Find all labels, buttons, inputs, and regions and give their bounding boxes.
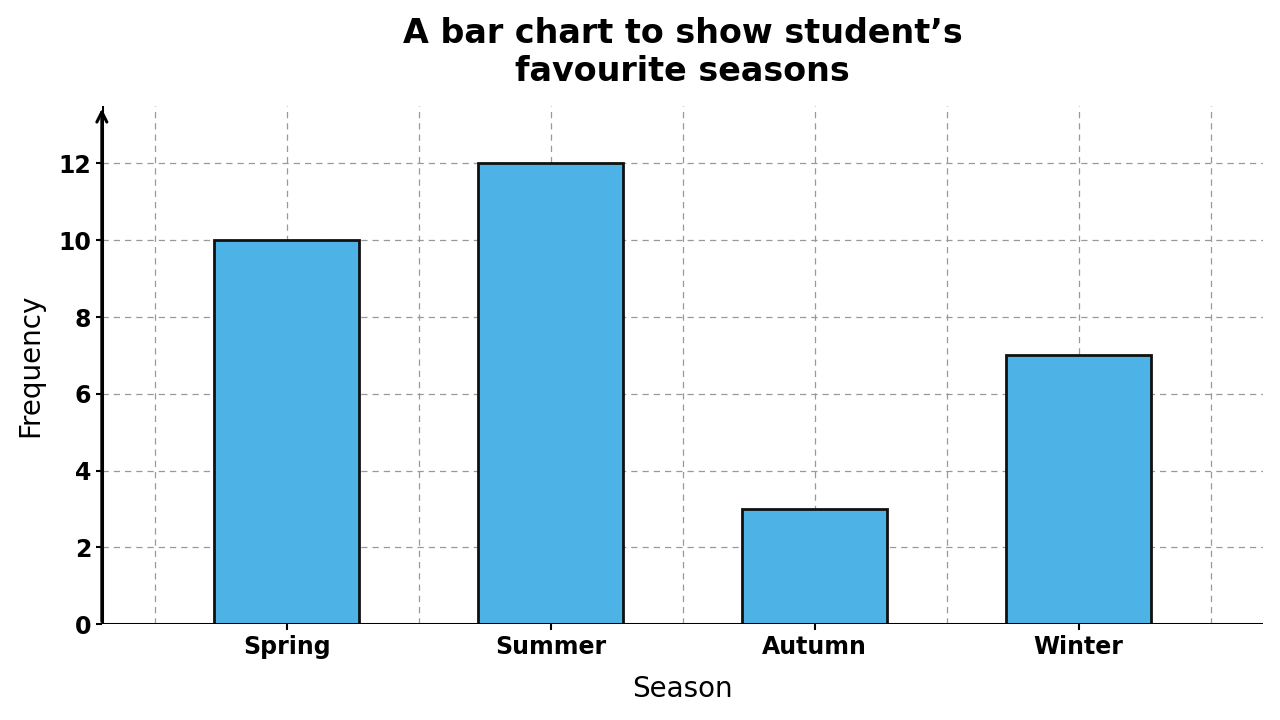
Title: A bar chart to show student’s
favourite seasons: A bar chart to show student’s favourite … xyxy=(403,17,963,88)
Bar xyxy=(742,509,887,624)
Bar xyxy=(214,240,360,624)
Bar xyxy=(477,163,623,624)
Y-axis label: Frequency: Frequency xyxy=(17,293,45,437)
X-axis label: Season: Season xyxy=(632,675,733,703)
Bar xyxy=(1006,356,1151,624)
